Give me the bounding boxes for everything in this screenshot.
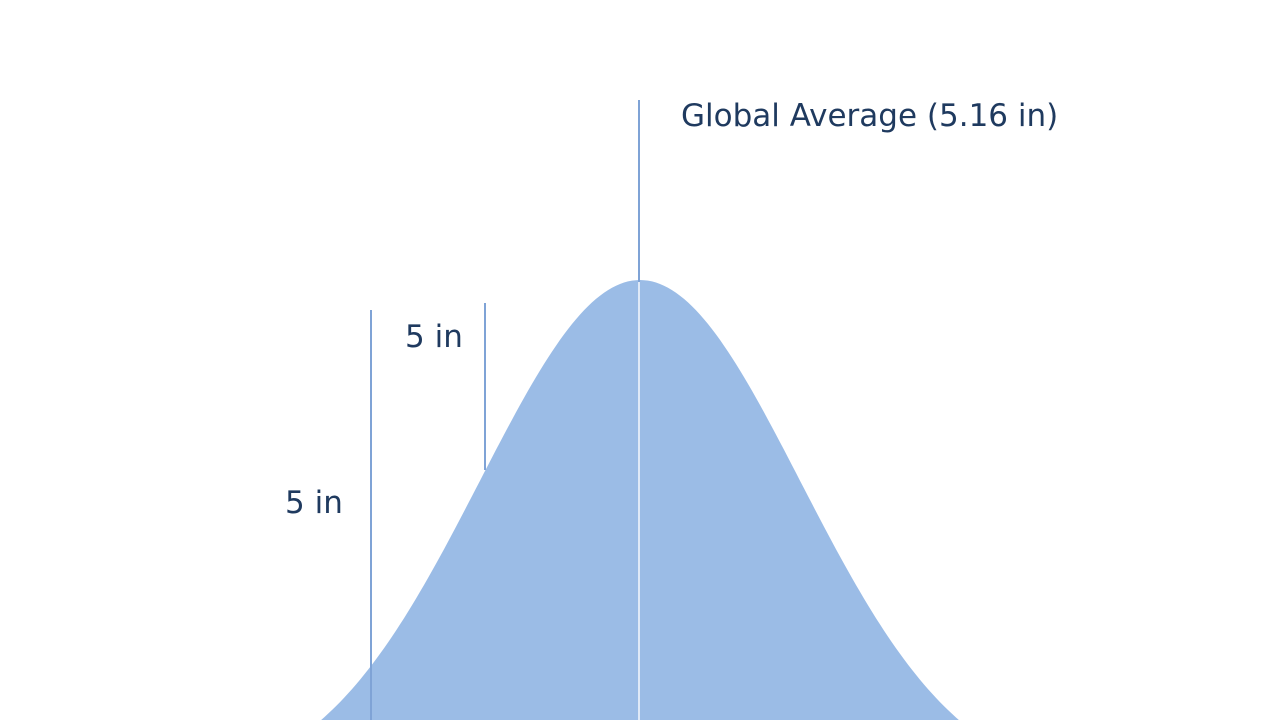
lower-marker-label: 5 in [285,485,343,521]
upper-marker-label: 5 in [405,319,463,355]
average-label: Global Average (5.16 in) [681,98,1058,134]
